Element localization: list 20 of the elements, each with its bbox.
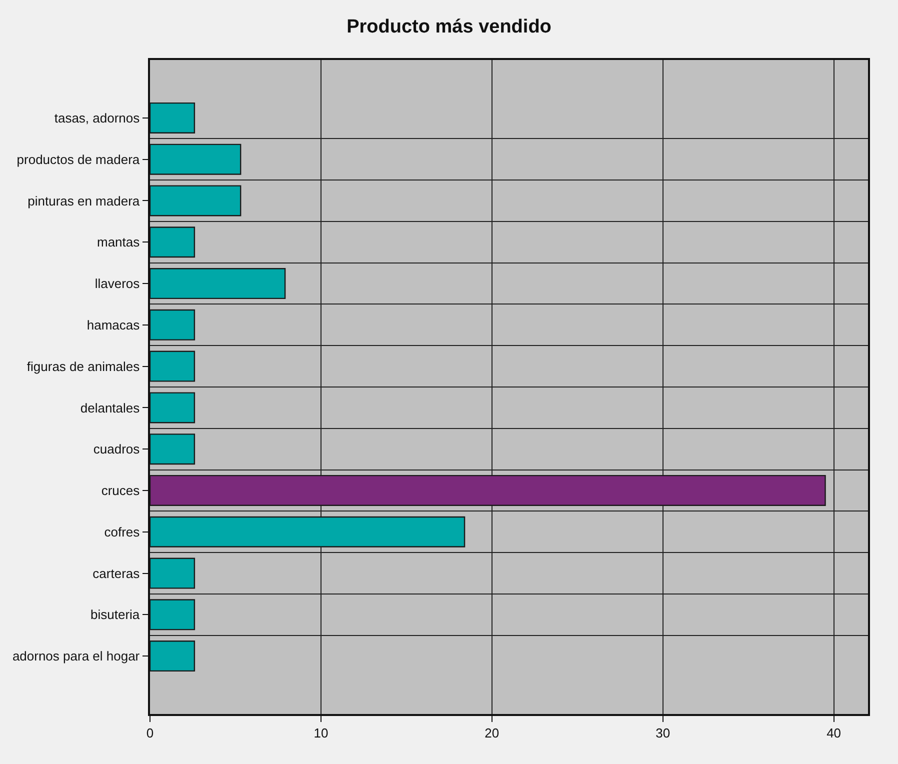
y-tick-label: productos de madera bbox=[16, 152, 140, 167]
y-tick-label: hamacas bbox=[86, 317, 140, 332]
y-tick-label: tasas, adornos bbox=[54, 110, 140, 126]
y-tick-label: cuadros bbox=[93, 442, 140, 457]
y-tick-label: mantas bbox=[97, 234, 140, 250]
y-tick-label: figuras de animales bbox=[26, 358, 140, 374]
y-tick-label: cruces bbox=[101, 483, 140, 498]
y-tick-label: pinturas en madera bbox=[28, 193, 140, 208]
x-tick-label: 10 bbox=[314, 725, 328, 740]
y-tick-label: delantales bbox=[80, 400, 140, 416]
y-tick-label: carteras bbox=[92, 566, 140, 581]
x-tick-label: 0 bbox=[146, 725, 154, 740]
x-tick-label: 30 bbox=[656, 725, 670, 740]
x-tick-label: 40 bbox=[826, 725, 842, 740]
y-tick-label: adornos para el hogar bbox=[12, 648, 140, 664]
y-tick-label: bisuteria bbox=[90, 607, 140, 622]
chart-title: Producto más vendido bbox=[346, 16, 552, 38]
y-tick-label: llaveros bbox=[94, 276, 140, 292]
y-tick-label: cofres bbox=[104, 524, 140, 540]
x-tick-label: 20 bbox=[484, 725, 500, 740]
